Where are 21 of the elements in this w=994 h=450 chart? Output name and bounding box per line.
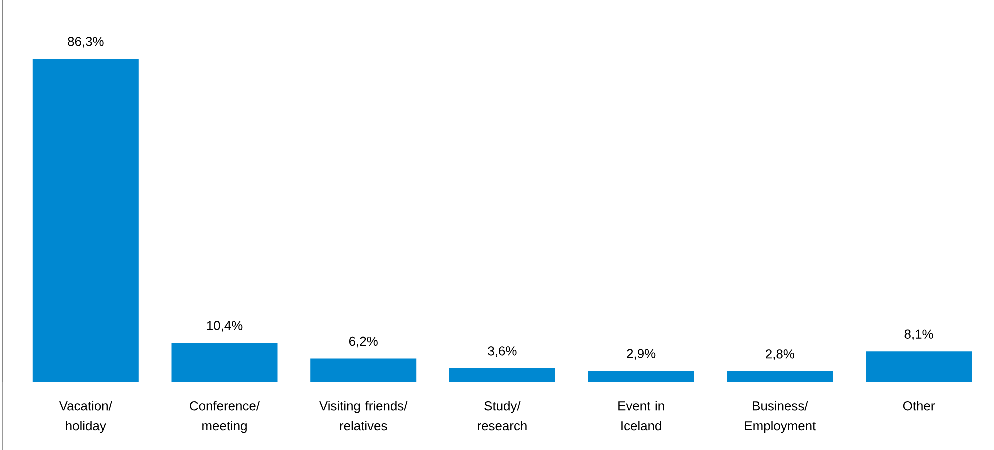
data-label: 8,1% xyxy=(904,330,934,340)
x-tick-label: Vacation/ holiday xyxy=(59,401,112,434)
data-label: 6,2% xyxy=(350,336,378,348)
bar xyxy=(172,343,278,382)
bar xyxy=(727,372,834,382)
x-tick-label: Conference/ meeting xyxy=(190,401,260,434)
data-label: 86,3% xyxy=(68,37,104,48)
bar xyxy=(866,352,972,382)
x-tick-label: Study/ research xyxy=(478,401,527,431)
data-label: 2,8% xyxy=(766,350,794,360)
data-label: 10,4% xyxy=(207,321,243,332)
x-tick-label: Visiting friends/ relatives xyxy=(320,401,408,431)
x-tick-label: Business/ Employment xyxy=(745,401,816,434)
data-label: 2,9% xyxy=(627,349,656,360)
x-tick-label: Event in Iceland xyxy=(618,401,664,431)
bar xyxy=(449,368,556,382)
x-tick-label: Other xyxy=(903,401,935,411)
data-label: 3,6% xyxy=(488,346,517,358)
bar xyxy=(588,371,694,382)
bar xyxy=(310,358,417,382)
bar xyxy=(32,59,139,382)
